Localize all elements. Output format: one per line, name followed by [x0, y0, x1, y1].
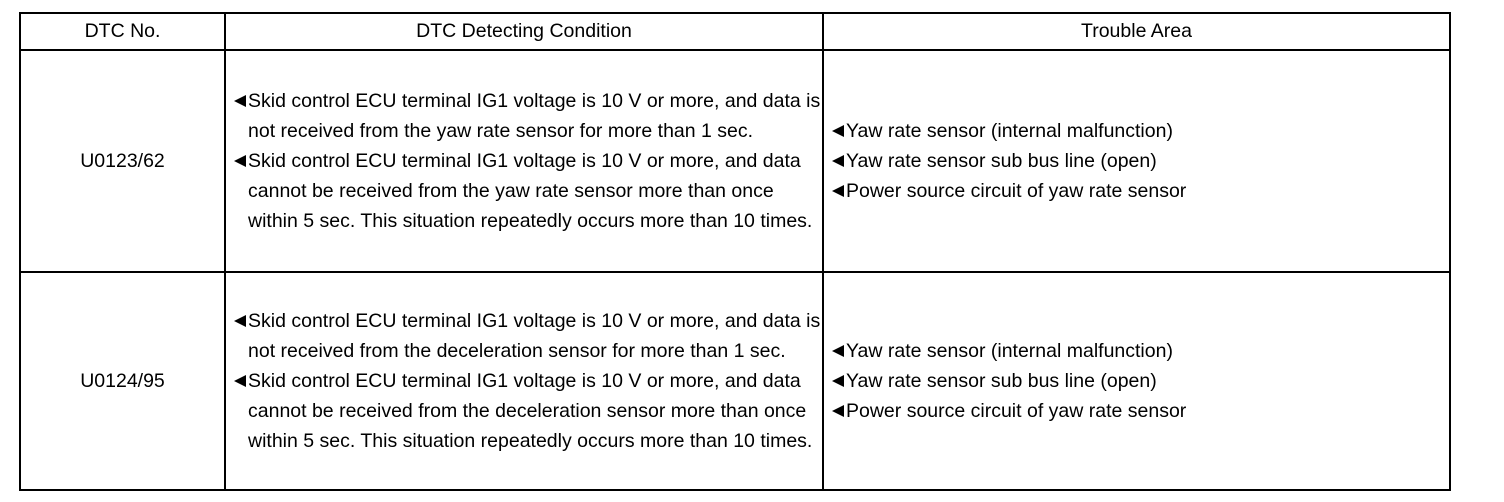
left-pointing-triangle-icon — [234, 375, 246, 387]
condition-text: Skid control ECU terminal IG1 voltage is… — [248, 310, 821, 362]
left-pointing-triangle-icon — [832, 125, 844, 137]
trouble-area-item: Yaw rate sensor sub bus line (open) — [832, 366, 1449, 396]
trouble-area-item: Power source circuit of yaw rate sensor — [832, 176, 1449, 206]
condition-item: Skid control ECU terminal IG1 voltage is… — [234, 366, 822, 456]
dtc-code-cell: U0123/62 — [19, 49, 226, 273]
trouble-area-list: Yaw rate sensor (internal malfunction) Y… — [832, 336, 1449, 426]
condition-text: Skid control ECU terminal IG1 voltage is… — [248, 370, 813, 452]
trouble-area-text: Power source circuit of yaw rate sensor — [846, 400, 1187, 422]
left-pointing-triangle-icon — [234, 155, 246, 167]
trouble-area-cell: Yaw rate sensor (internal malfunction) Y… — [822, 271, 1451, 491]
left-pointing-triangle-icon — [234, 315, 246, 327]
trouble-area-list: Yaw rate sensor (internal malfunction) Y… — [832, 116, 1449, 206]
trouble-area-text: Yaw rate sensor sub bus line (open) — [846, 150, 1157, 172]
left-pointing-triangle-icon — [832, 155, 844, 167]
trouble-area-item: Power source circuit of yaw rate sensor — [832, 396, 1449, 426]
condition-item: Skid control ECU terminal IG1 voltage is… — [234, 86, 822, 146]
header-trouble-area: Trouble Area — [822, 12, 1451, 51]
table-row: U0124/95 Skid control ECU terminal IG1 v… — [19, 271, 1451, 491]
trouble-area-text: Yaw rate sensor (internal malfunction) — [846, 340, 1173, 362]
trouble-area-text: Power source circuit of yaw rate sensor — [846, 180, 1187, 202]
trouble-area-text: Yaw rate sensor sub bus line (open) — [846, 370, 1157, 392]
trouble-area-text: Yaw rate sensor (internal malfunction) — [846, 120, 1173, 142]
dtc-table: DTC No. DTC Detecting Condition Trouble … — [19, 12, 1451, 491]
table-header-row: DTC No. DTC Detecting Condition Trouble … — [19, 12, 1451, 51]
detecting-condition-cell: Skid control ECU terminal IG1 voltage is… — [224, 49, 824, 273]
left-pointing-triangle-icon — [234, 95, 246, 107]
trouble-area-item: Yaw rate sensor (internal malfunction) — [832, 116, 1449, 146]
left-pointing-triangle-icon — [832, 405, 844, 417]
detecting-condition-cell: Skid control ECU terminal IG1 voltage is… — [224, 271, 824, 491]
condition-list: Skid control ECU terminal IG1 voltage is… — [234, 86, 822, 236]
left-pointing-triangle-icon — [832, 375, 844, 387]
header-detecting-condition: DTC Detecting Condition — [224, 12, 824, 51]
left-pointing-triangle-icon — [832, 185, 844, 197]
header-dtc-no: DTC No. — [19, 12, 226, 51]
condition-list: Skid control ECU terminal IG1 voltage is… — [234, 306, 822, 456]
trouble-area-item: Yaw rate sensor sub bus line (open) — [832, 146, 1449, 176]
condition-text: Skid control ECU terminal IG1 voltage is… — [248, 150, 813, 232]
dtc-code-cell: U0124/95 — [19, 271, 226, 491]
condition-item: Skid control ECU terminal IG1 voltage is… — [234, 146, 822, 236]
trouble-area-cell: Yaw rate sensor (internal malfunction) Y… — [822, 49, 1451, 273]
condition-item: Skid control ECU terminal IG1 voltage is… — [234, 306, 822, 366]
condition-text: Skid control ECU terminal IG1 voltage is… — [248, 90, 821, 142]
table-row: U0123/62 Skid control ECU terminal IG1 v… — [19, 49, 1451, 273]
trouble-area-item: Yaw rate sensor (internal malfunction) — [832, 336, 1449, 366]
left-pointing-triangle-icon — [832, 345, 844, 357]
